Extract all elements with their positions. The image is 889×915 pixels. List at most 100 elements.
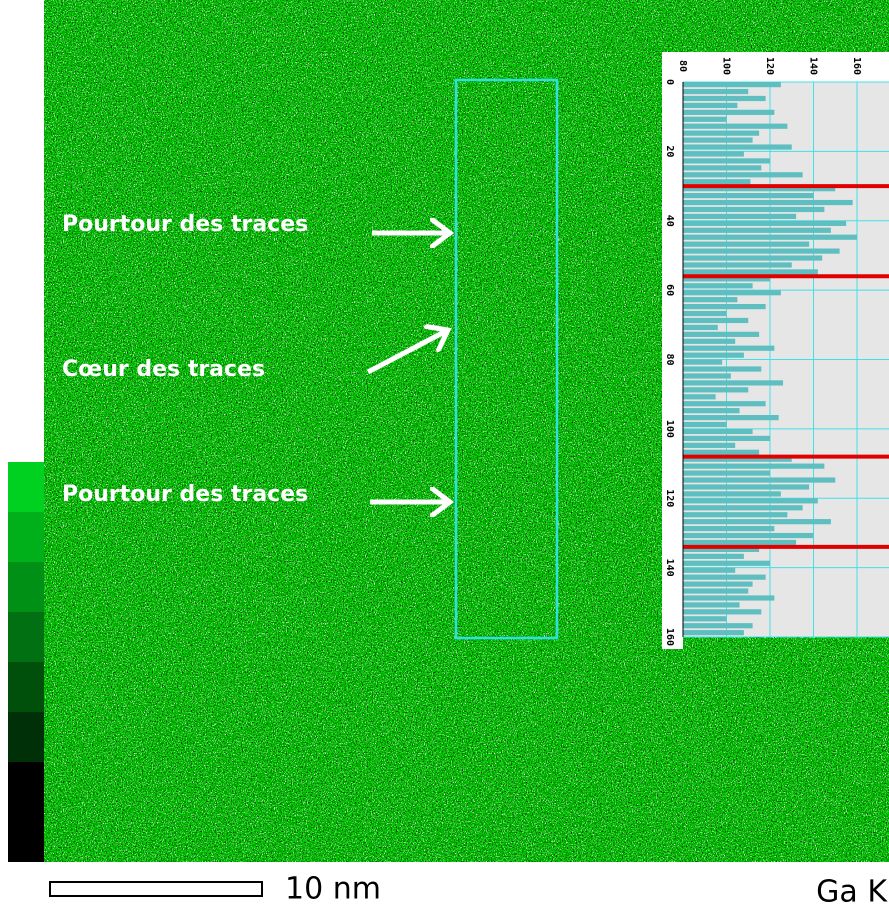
bar — [683, 595, 775, 601]
bar — [683, 366, 762, 372]
annotation: Pourtour des traces — [62, 212, 308, 237]
bar — [683, 428, 753, 435]
bar — [683, 387, 749, 393]
bar — [683, 82, 781, 88]
annotation: Cœur des traces — [62, 357, 265, 382]
bar — [683, 435, 770, 442]
position-tick-label: 80 — [664, 353, 675, 365]
bar — [683, 352, 744, 358]
bar — [683, 179, 751, 185]
bar — [683, 220, 847, 226]
bar — [683, 158, 770, 164]
bar — [683, 449, 760, 455]
bar — [683, 324, 718, 331]
bar — [683, 255, 823, 261]
bar — [683, 567, 736, 573]
bar — [683, 213, 797, 220]
bar — [683, 470, 770, 476]
bar — [683, 463, 825, 469]
bar — [683, 172, 803, 178]
bar — [683, 609, 762, 615]
bar — [683, 623, 753, 629]
bar — [683, 88, 749, 95]
bar — [683, 588, 749, 594]
bar — [683, 602, 740, 608]
bar — [683, 380, 784, 386]
bar — [683, 401, 766, 407]
tick-strip — [662, 52, 889, 82]
bar — [683, 616, 727, 622]
bar — [683, 297, 738, 303]
bar — [683, 109, 775, 115]
bar — [683, 408, 740, 414]
bar — [683, 560, 770, 566]
bar — [683, 186, 836, 192]
bar — [683, 248, 840, 254]
bar — [683, 95, 766, 102]
bar — [683, 144, 792, 150]
position-tick-label: 120 — [664, 489, 675, 507]
bar — [683, 123, 788, 129]
value-tick-label: 100 — [721, 57, 732, 75]
bar — [683, 102, 738, 109]
position-tick-label: 140 — [664, 559, 675, 577]
bar — [683, 193, 814, 199]
bar — [683, 359, 723, 365]
arrows — [366, 233, 450, 502]
scale-bar — [49, 881, 263, 897]
profile-chart: 80 100 120 140 160 0 20 40 60 80 100 120 140 160 — [662, 52, 889, 649]
position-tick-label: 0 — [664, 79, 675, 85]
value-tick-label: 80 — [677, 60, 688, 72]
bar — [683, 269, 818, 275]
bar — [683, 477, 836, 483]
bar — [683, 532, 814, 539]
position-tick-label: 60 — [664, 284, 675, 296]
bar — [683, 234, 857, 240]
bar — [683, 241, 810, 247]
value-tick-label: 160 — [851, 57, 862, 75]
bar — [683, 276, 770, 282]
bar — [683, 581, 753, 587]
bar — [683, 574, 766, 580]
position-tick-label: 160 — [664, 628, 675, 646]
bar — [683, 331, 760, 337]
bar — [683, 491, 781, 497]
bar — [683, 310, 727, 317]
bar — [683, 553, 744, 559]
bar — [683, 505, 803, 511]
bar — [683, 130, 760, 136]
bar — [683, 415, 779, 421]
color-scale — [8, 462, 44, 862]
bar — [683, 165, 762, 171]
bar — [683, 290, 781, 296]
bar — [683, 421, 727, 428]
bar — [683, 442, 736, 448]
bar — [683, 345, 775, 351]
bar — [683, 539, 797, 546]
tick-strip — [662, 82, 683, 649]
bar — [683, 137, 753, 143]
scale-bar-label: 10 nm — [285, 872, 381, 907]
value-tick-label: 140 — [808, 57, 819, 75]
bar — [683, 484, 810, 490]
position-tick-label: 40 — [664, 215, 675, 227]
bar — [683, 519, 831, 525]
element-label: Ga K — [816, 875, 888, 910]
profile-region — [454, 78, 559, 640]
position-tick-label: 20 — [664, 145, 675, 157]
bar — [683, 526, 775, 532]
bar — [683, 373, 731, 379]
bar — [683, 116, 727, 122]
bar — [683, 546, 760, 553]
bar — [683, 498, 818, 504]
bar — [683, 262, 792, 268]
bar — [683, 338, 736, 344]
annotation: Pourtour des traces — [62, 482, 308, 507]
bar — [683, 199, 853, 206]
position-tick-label: 100 — [664, 420, 675, 438]
bar — [683, 151, 744, 157]
bar — [683, 456, 792, 462]
bar — [683, 512, 788, 518]
bar — [683, 394, 716, 400]
